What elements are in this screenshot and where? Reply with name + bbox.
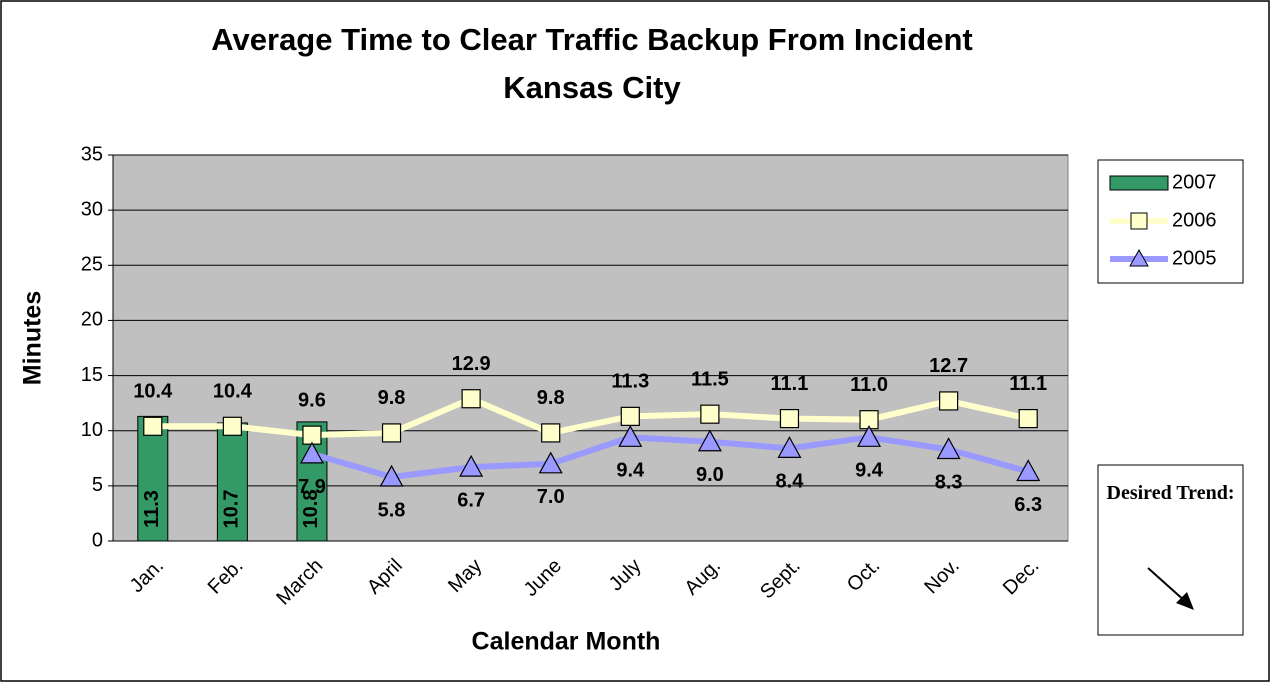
trend-text: Desired Trend: bbox=[1106, 482, 1235, 504]
bar-label: 11.3 bbox=[141, 490, 163, 528]
y-tick-label: 0 bbox=[92, 529, 103, 551]
series-marker bbox=[857, 425, 882, 447]
series-marker bbox=[299, 441, 324, 464]
y-tick-label: 5 bbox=[92, 474, 103, 496]
chart-title: Average Time to Clear Traffic Backup Fro… bbox=[211, 22, 972, 57]
data-label: 11.0 bbox=[850, 374, 888, 396]
data-label: 7.0 bbox=[537, 486, 565, 508]
data-label: 7.9 bbox=[298, 476, 326, 498]
series-marker bbox=[939, 391, 959, 411]
bar bbox=[137, 415, 169, 542]
y-tick-label: 25 bbox=[81, 254, 103, 276]
trend-text-box: Desired Trend: bbox=[1106, 482, 1235, 504]
series-marker bbox=[538, 451, 563, 474]
series-marker bbox=[222, 416, 242, 436]
data-label: 9.8 bbox=[537, 387, 565, 409]
data-label: 6.7 bbox=[457, 489, 485, 511]
data-label: 8.4 bbox=[776, 471, 805, 493]
y-tick-label: 20 bbox=[81, 309, 103, 331]
bar-label: 10.8 bbox=[300, 490, 322, 529]
data-label: 8.3 bbox=[935, 472, 963, 494]
series-marker bbox=[379, 464, 404, 487]
trend-arrowhead bbox=[1176, 592, 1194, 610]
series-marker bbox=[302, 425, 322, 445]
data-label: 11.1 bbox=[1009, 373, 1047, 395]
trend-arrow bbox=[1147, 567, 1187, 603]
series-line bbox=[152, 395, 1029, 439]
data-label: 6.3 bbox=[1014, 494, 1042, 516]
data-label: 10.4 bbox=[213, 381, 253, 403]
y-tick-label: 35 bbox=[81, 143, 103, 165]
data-label: 11.3 bbox=[611, 371, 649, 393]
data-label: 11.1 bbox=[771, 373, 809, 395]
plot-area bbox=[112, 154, 1069, 542]
data-label: 5.8 bbox=[378, 499, 406, 521]
y-tick-label: 15 bbox=[81, 364, 103, 386]
series-marker bbox=[1016, 459, 1041, 482]
series-marker bbox=[1018, 408, 1038, 429]
data-label: 9.8 bbox=[378, 387, 406, 409]
chart-subtitle: Kansas City bbox=[503, 70, 681, 105]
legend-marker bbox=[1129, 248, 1149, 267]
y-axis-label: Minutes bbox=[19, 291, 47, 385]
series-marker bbox=[143, 416, 163, 436]
data-label: 11.5 bbox=[691, 368, 729, 390]
series-marker bbox=[697, 429, 722, 452]
data-label: 9.6 bbox=[298, 389, 326, 411]
bar-label: 10.7 bbox=[221, 490, 243, 529]
legend-label: 2006 bbox=[1172, 209, 1217, 231]
series-marker bbox=[779, 408, 800, 429]
trend-box bbox=[1097, 464, 1244, 636]
legend-swatch bbox=[1109, 175, 1169, 191]
legend-label: 2005 bbox=[1172, 247, 1217, 269]
data-label: 10.4 bbox=[133, 381, 173, 403]
series-marker bbox=[618, 425, 643, 447]
y-tick-label: 30 bbox=[81, 198, 103, 220]
series-marker bbox=[936, 437, 961, 460]
legend-label: 2007 bbox=[1172, 171, 1217, 193]
legend-marker bbox=[1130, 212, 1148, 230]
data-label: 12.7 bbox=[929, 355, 968, 377]
y-tick-label: 10 bbox=[81, 419, 103, 441]
series-marker bbox=[700, 404, 720, 424]
data-label: 9.4 bbox=[855, 460, 884, 482]
series-marker bbox=[541, 423, 561, 443]
series-marker bbox=[459, 454, 484, 477]
data-label: 9.4 bbox=[616, 460, 645, 482]
data-label: 12.9 bbox=[452, 353, 491, 375]
data-label: 9.0 bbox=[696, 464, 724, 486]
x-axis-label: Calendar Month bbox=[472, 628, 661, 656]
series-marker bbox=[381, 423, 402, 443]
series-marker bbox=[620, 406, 640, 426]
series-marker bbox=[777, 436, 802, 458]
series-line bbox=[311, 434, 1030, 481]
series-marker bbox=[461, 389, 481, 409]
